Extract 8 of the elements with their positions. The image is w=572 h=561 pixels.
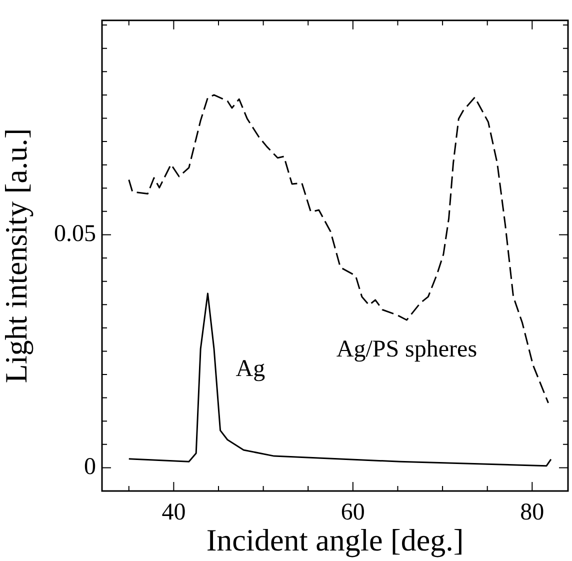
x-tick-label: 80 xyxy=(520,500,544,526)
y-tick-label: 0.05 xyxy=(54,221,96,248)
x-tick-label: 40 xyxy=(162,500,186,526)
line-series xyxy=(128,94,550,404)
y-tick-label: 0 xyxy=(84,454,96,480)
series-label: Ag/PS spheres xyxy=(336,336,478,362)
y-axis-title: Light intensity [a.u.] xyxy=(0,128,34,384)
series-label: Ag xyxy=(236,356,266,382)
